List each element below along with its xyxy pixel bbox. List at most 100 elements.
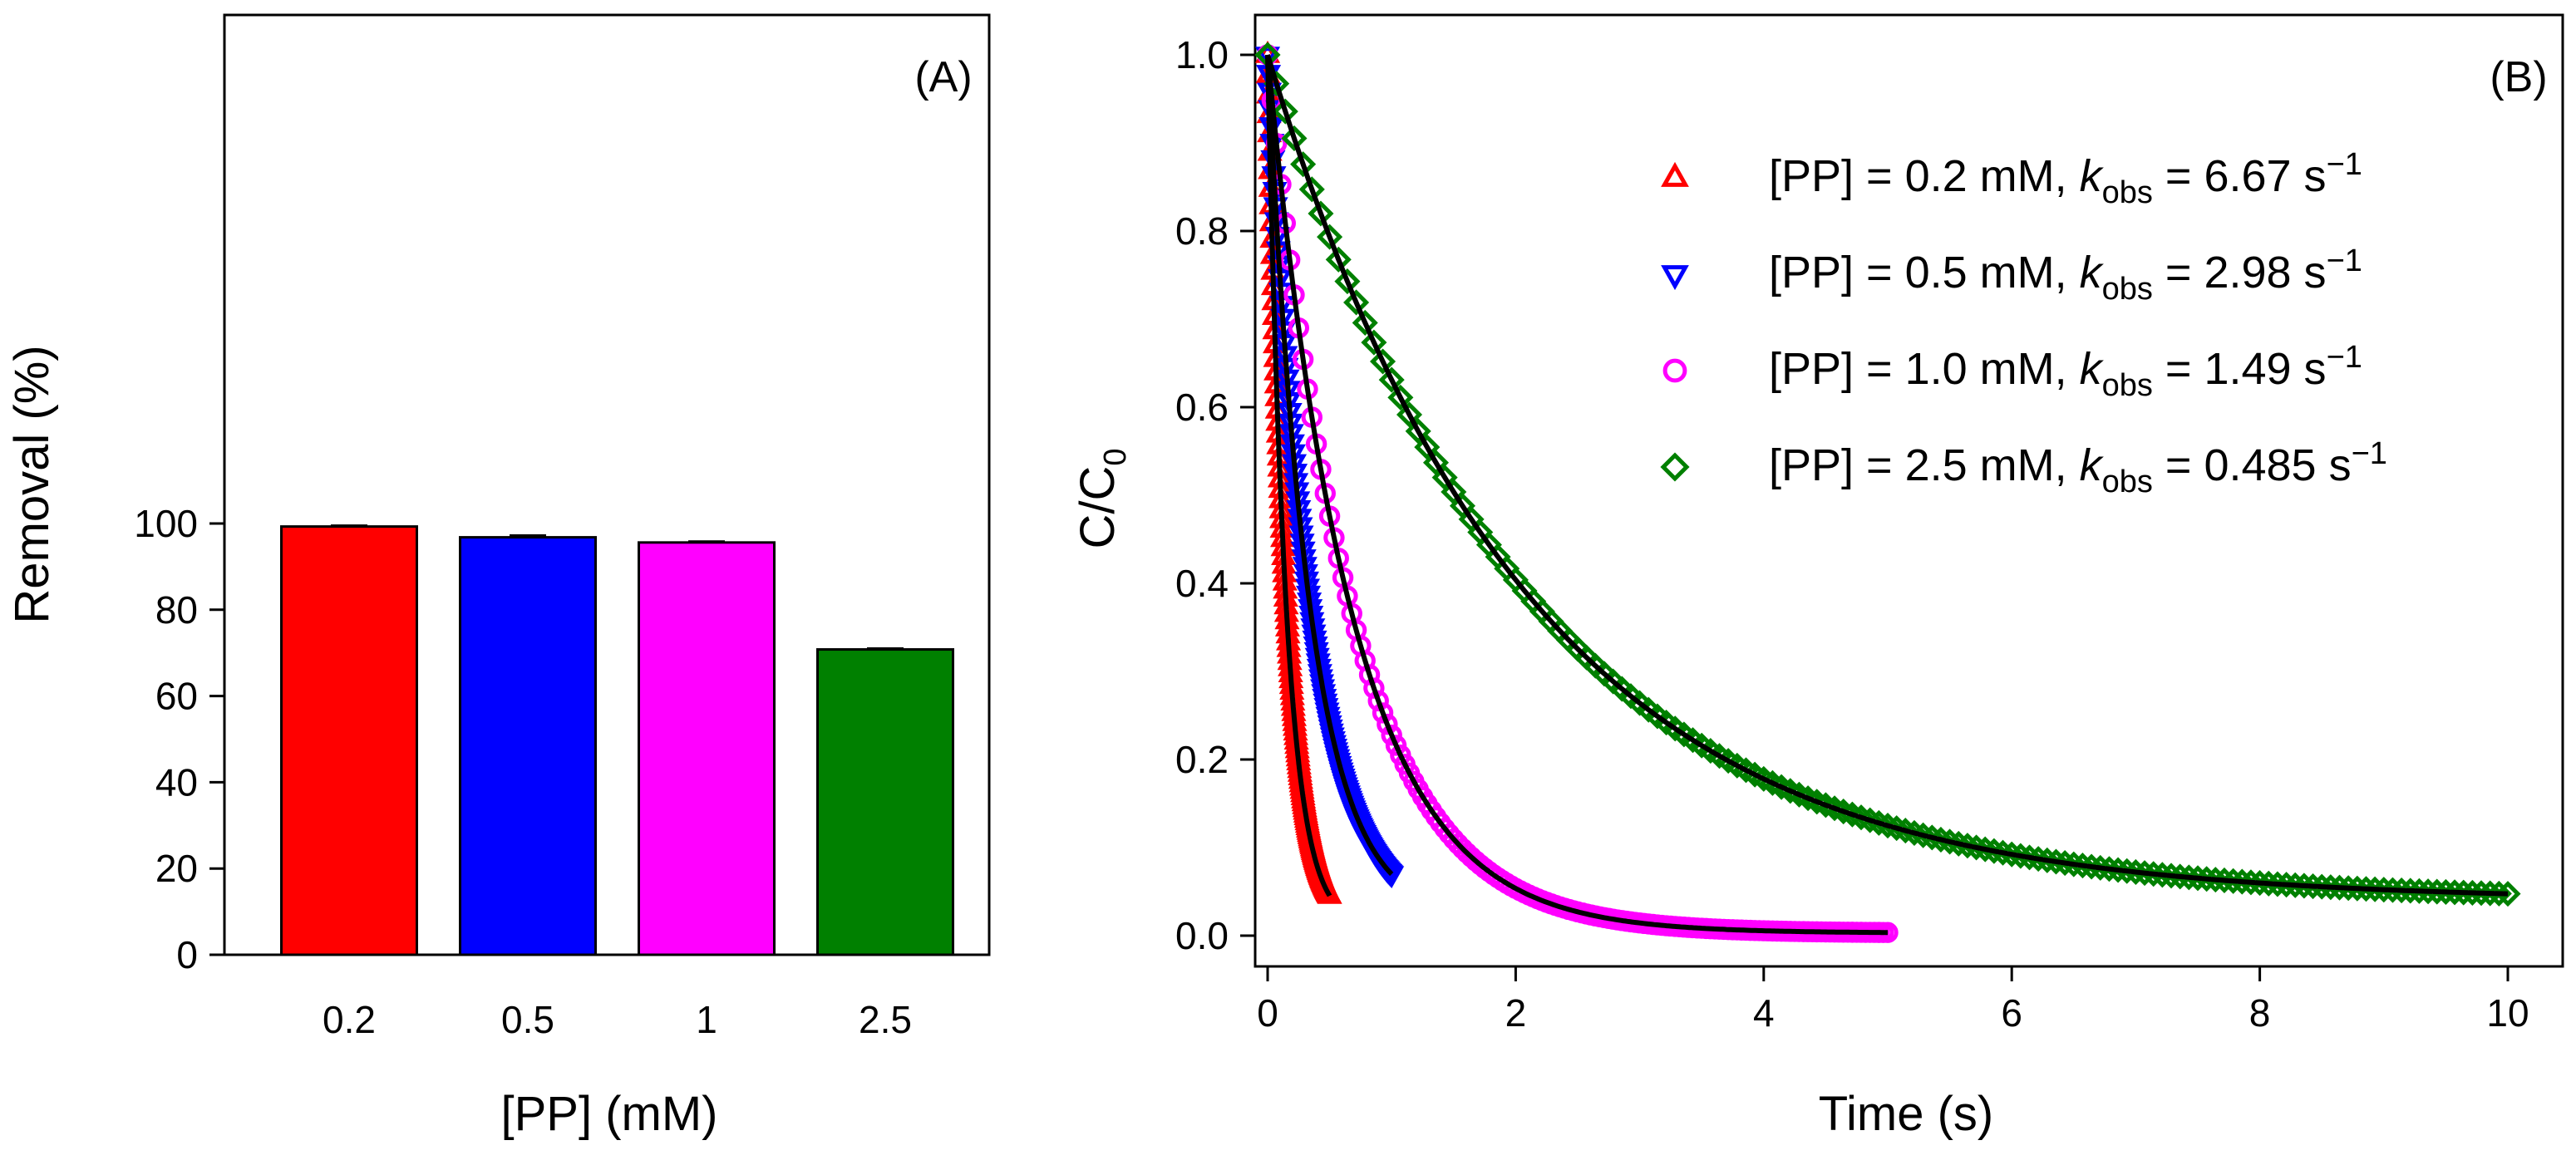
x-tick-label: 2 <box>1505 991 1527 1035</box>
data-point <box>2184 865 2211 892</box>
data-point <box>1334 268 1361 295</box>
x-tick-label: 8 <box>2249 991 2271 1035</box>
data-point <box>1381 724 1402 746</box>
fit-line <box>1265 54 1394 877</box>
x-tick-label: 6 <box>2001 991 2022 1035</box>
legend-label-part: = 2.98 s <box>2153 248 2327 297</box>
data-point <box>2273 872 2300 898</box>
data-point <box>1431 465 1458 491</box>
data-point <box>2459 879 2485 906</box>
legend-label: [PP] = 1.0 mM, kobs = 1.49 s−1 <box>1769 340 2362 403</box>
panel-a-frame <box>223 13 991 956</box>
panel-a-y-axis-title: Removal (%) <box>5 345 59 623</box>
data-point <box>2114 858 2140 884</box>
data-point <box>2485 880 2512 907</box>
data-point <box>2202 867 2229 893</box>
data-point <box>1367 690 1389 712</box>
data-point <box>2450 879 2477 906</box>
legend-marker <box>1662 358 1687 383</box>
legend-label-part: −1 <box>2327 147 2362 182</box>
fit-line <box>1265 54 1888 936</box>
panel-b-fit-lines <box>1265 54 2509 936</box>
legend-label-part: = 1.49 s <box>2153 344 2327 394</box>
data-point <box>1422 450 1450 476</box>
data-point <box>2317 874 2344 901</box>
data-point <box>2371 877 2397 903</box>
legend-label-part: k <box>2080 344 2105 394</box>
y-tick-label: 100 <box>134 502 198 545</box>
data-point <box>2122 858 2149 886</box>
data-point <box>1317 224 1343 250</box>
data-point <box>1363 677 1385 699</box>
panel-a-x-ticks: 0.2 0.5 1 2.5 <box>323 998 912 1041</box>
legend-marker <box>1661 161 1689 187</box>
legend-marker <box>1661 265 1689 291</box>
data-point <box>1377 713 1398 735</box>
bar <box>280 525 418 956</box>
data-point <box>2415 878 2441 905</box>
x-tick-label: 1 <box>696 998 717 1041</box>
data-point <box>1317 881 1342 904</box>
data-point <box>1396 401 1423 428</box>
data-point <box>1405 418 1431 445</box>
legend-label-part: = 0.485 s <box>2153 440 2352 490</box>
panel-b-y-axis-title: C/C0 <box>1071 448 1133 548</box>
fit-line <box>1265 54 2509 897</box>
data-point <box>2362 876 2388 902</box>
y-tick-label: 20 <box>155 847 198 890</box>
panel-a-y-ticks: 0 20 40 60 80 100 <box>134 502 224 976</box>
legend-label-part: −1 <box>2352 436 2387 471</box>
legend-label-part: k <box>2080 151 2105 201</box>
y-tick-label: 40 <box>155 760 198 804</box>
legend-label: [PP] = 0.2 mM, kobs = 6.67 s−1 <box>1769 147 2362 210</box>
data-point <box>2105 857 2131 883</box>
data-point <box>2167 863 2194 890</box>
panel-a-bars <box>280 524 954 956</box>
data-point <box>2379 877 2406 903</box>
data-point <box>2406 877 2432 904</box>
data-point <box>2344 875 2371 902</box>
data-point <box>1414 434 1441 460</box>
panel-a-bar-chart: 0 20 40 60 80 100 0.2 0.5 1 2.5 (A) [PP] (mM) Re… <box>5 13 991 1141</box>
data-point <box>2149 862 2175 888</box>
data-point <box>2388 877 2415 904</box>
x-tick-label: 0.2 <box>323 998 376 1041</box>
y-tick-label: 1.0 <box>1175 33 1229 76</box>
data-point <box>2282 872 2308 898</box>
legend-label-part: −1 <box>2327 340 2362 375</box>
data-point <box>1352 309 1378 336</box>
legend-marker <box>1660 452 1690 482</box>
legend-label-part: −1 <box>2327 243 2362 278</box>
data-point <box>2291 873 2317 899</box>
y-tick-label: 80 <box>155 588 198 632</box>
legend-label-part: obs <box>2102 368 2153 403</box>
data-point <box>2175 864 2202 891</box>
y-tick-label: 60 <box>155 675 198 718</box>
x-tick-label: 10 <box>2486 991 2529 1035</box>
legend-label-part: [PP] = 0.2 mM, <box>1769 151 2080 201</box>
bar <box>638 541 776 956</box>
bar <box>459 536 597 956</box>
data-point <box>2096 856 2122 882</box>
fit-line <box>1265 54 1332 897</box>
data-point <box>1272 98 1298 125</box>
data-point <box>2335 875 2362 902</box>
x-tick-label: 4 <box>1753 991 1775 1035</box>
legend-label-part: k <box>2080 440 2105 490</box>
legend-label-part: = 6.67 s <box>2153 151 2327 201</box>
data-point <box>2158 863 2184 889</box>
data-point <box>2300 873 2327 900</box>
data-point <box>1298 176 1325 203</box>
data-point <box>2468 880 2495 907</box>
panel-b-x-axis-title: Time (s) <box>1819 1087 1993 1141</box>
panel-b-label: (B) <box>2490 53 2547 101</box>
panel-b-frame <box>1254 13 2564 968</box>
data-point <box>2432 878 2459 905</box>
data-point <box>1254 47 1281 70</box>
legend-label-part: obs <box>2102 465 2153 499</box>
data-point <box>2495 881 2521 907</box>
panel-a-x-axis-title: [PP] (mM) <box>501 1087 718 1141</box>
data-point <box>1308 200 1334 227</box>
panel-a-label: (A) <box>914 53 972 101</box>
